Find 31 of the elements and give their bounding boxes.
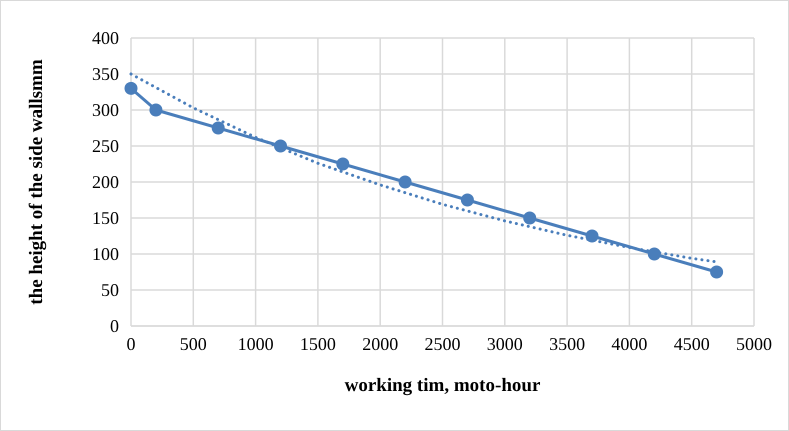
point xyxy=(398,176,412,188)
point xyxy=(460,194,474,206)
x-tick-label: 500 xyxy=(180,334,207,354)
x-tick-label: 3000 xyxy=(486,334,523,354)
point xyxy=(212,122,225,134)
point xyxy=(149,104,162,116)
y-tick-label: 200 xyxy=(92,172,119,192)
x-tick-label: 1000 xyxy=(238,334,274,354)
x-axis-title: working tim, moto-hour xyxy=(344,375,541,396)
point xyxy=(523,212,536,224)
point xyxy=(586,230,599,242)
point xyxy=(710,266,724,278)
y-tick-label: 400 xyxy=(92,28,119,48)
x-tick-label: 4000 xyxy=(611,334,648,354)
point xyxy=(124,82,138,95)
y-tick-label: 150 xyxy=(92,208,119,228)
x-tick-label: 2500 xyxy=(424,334,460,354)
y-tick-label: 350 xyxy=(92,64,119,84)
x-tick-label: 2000 xyxy=(362,334,398,354)
y-axis-title: the height of the side wallsmm xyxy=(26,59,47,305)
x-tick-label: 3500 xyxy=(549,334,586,354)
y-tick-label: 250 xyxy=(92,136,119,156)
x-tick-label: 1500 xyxy=(300,334,336,354)
point xyxy=(336,158,350,170)
y-tick-label: 50 xyxy=(101,280,119,300)
x-tick-label: 5000 xyxy=(736,334,772,354)
x-tick-label: 0 xyxy=(126,334,136,354)
y-tick-label: 300 xyxy=(92,100,119,120)
y-tick-label: 100 xyxy=(92,244,119,264)
y-tick-label: 0 xyxy=(110,316,119,336)
x-tick-label: 4500 xyxy=(674,334,710,354)
